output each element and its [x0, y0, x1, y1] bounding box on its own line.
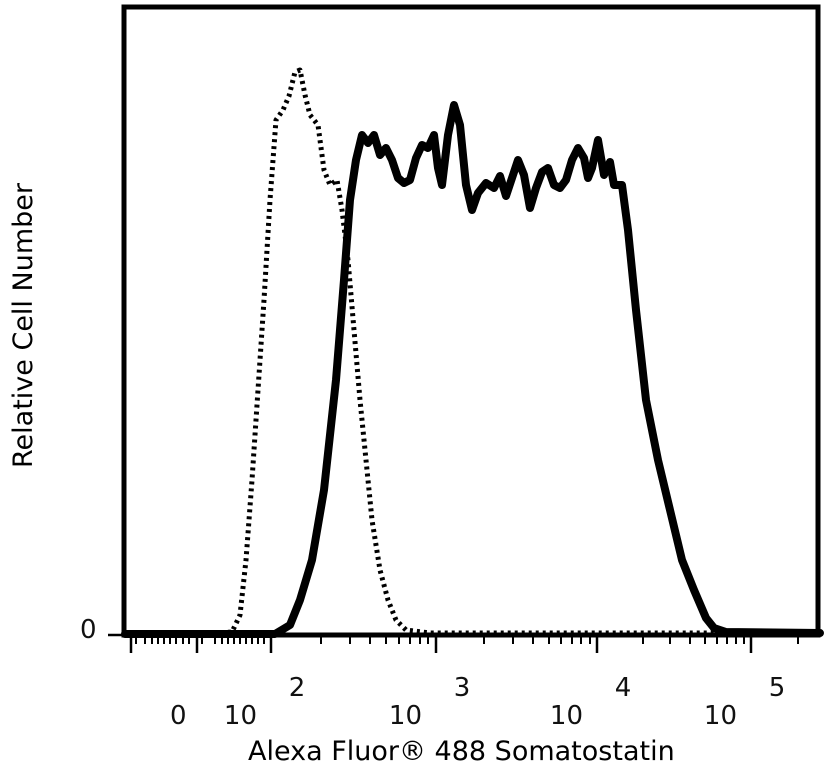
plot-frame	[121, 4, 821, 638]
svg-text:0: 0	[170, 701, 187, 731]
svg-text:10: 10	[704, 701, 737, 731]
svg-text:10: 10	[389, 701, 422, 731]
y-zero-label: 0	[80, 615, 97, 645]
svg-text:5: 5	[769, 673, 786, 703]
somatostatin-curve	[121, 101, 824, 638]
svg-text:4: 4	[615, 673, 632, 703]
svg-text:10: 10	[224, 701, 257, 731]
x-axis-ticks	[129, 637, 799, 653]
y-axis-title: Relative Cell Number	[8, 182, 39, 468]
svg-text:3: 3	[454, 673, 471, 703]
svg-text:10: 10	[550, 701, 583, 731]
x-axis-title: Alexa Fluor® 488 Somatostatin	[248, 736, 675, 767]
svg-text:2: 2	[289, 673, 306, 703]
x-axis-tick-labels: 0 10 2 10 3 10 4 10 5	[170, 673, 785, 731]
